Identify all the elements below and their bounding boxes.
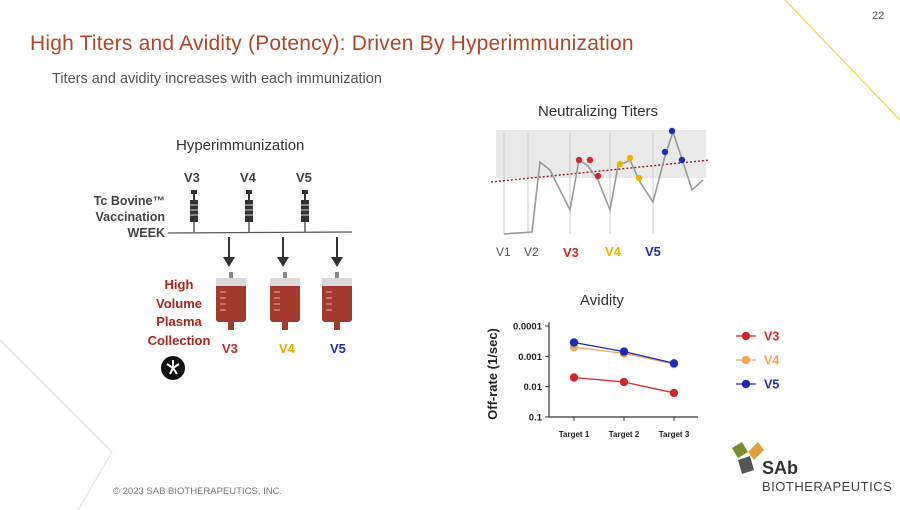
avidity-y-tick-label: 0.0001 bbox=[513, 322, 543, 333]
titer-x-label-v1: V1 bbox=[496, 245, 511, 259]
avidity-point-v3 bbox=[569, 373, 579, 382]
avidity-title: Avidity bbox=[580, 292, 624, 309]
brand-logo-subtext: BIOTHERAPEUTICS bbox=[762, 479, 893, 494]
copyright-text: © 2023 SAB BIOTHERAPEUTICS, INC. bbox=[113, 486, 283, 497]
plasma-bag-icon bbox=[216, 272, 246, 330]
titer-point-v3 bbox=[575, 156, 583, 164]
vaccination-label-line2: Vaccination bbox=[95, 210, 165, 224]
avidity-point-v5 bbox=[569, 338, 579, 347]
avidity-point-v5 bbox=[619, 347, 629, 356]
down-arrow-icon bbox=[223, 237, 235, 267]
page-subtitle: Titers and avidity increases with each i… bbox=[52, 71, 382, 87]
hyper-diagram bbox=[167, 189, 353, 267]
collection-label-v5: V5 bbox=[330, 341, 346, 356]
page-number: 22 bbox=[872, 10, 885, 22]
page-title: High Titers and Avidity (Potency): Drive… bbox=[30, 32, 634, 55]
titer-x-label-v4: V4 bbox=[605, 244, 621, 259]
avidity-point-v5 bbox=[669, 359, 679, 368]
plasma-bag-icon bbox=[322, 272, 352, 330]
titer-point-v5 bbox=[661, 148, 669, 156]
titer-point-v4 bbox=[626, 154, 634, 162]
titer-point-v3 bbox=[594, 172, 602, 180]
week-timeline bbox=[167, 231, 353, 234]
avidity-x-tick-label: Target 3 bbox=[659, 430, 690, 439]
neutralizing-titer-line bbox=[503, 129, 704, 235]
syringe-icon bbox=[300, 189, 310, 233]
titer-point-v5 bbox=[668, 127, 676, 135]
avidity-point-v3 bbox=[669, 388, 679, 398]
vaccination-label: Tc Bovine™ Vaccination WEEK bbox=[60, 193, 165, 241]
hyper-title: Hyperimmunization bbox=[176, 137, 305, 154]
avidity-point-v3 bbox=[619, 377, 629, 387]
titer-x-label-v5: V5 bbox=[645, 244, 661, 259]
collection-label-v4: V4 bbox=[279, 341, 295, 356]
titer-point-v5 bbox=[678, 156, 686, 164]
plasma-bag-icon bbox=[270, 272, 300, 330]
titer-point-v4 bbox=[635, 174, 643, 182]
titer-x-label-v2: V2 bbox=[524, 245, 539, 259]
titer-x-label-v3: V3 bbox=[563, 245, 579, 260]
down-arrow-icon bbox=[331, 237, 343, 267]
neutralizing-chart bbox=[490, 127, 711, 235]
avidity-legend-marker bbox=[741, 331, 751, 341]
plasma-label-line4: Collection bbox=[147, 332, 211, 348]
avidity-y-axis-label: Off-rate (1/sec) bbox=[485, 328, 500, 420]
titer-point-v3 bbox=[586, 156, 594, 164]
titer-point-v4 bbox=[616, 160, 624, 168]
avidity-y-tick-label: 0.01 bbox=[524, 382, 543, 393]
vacc-label-v4: V4 bbox=[240, 170, 256, 185]
avidity-legend-marker bbox=[741, 355, 751, 365]
plasma-label-line3: Plasma bbox=[156, 314, 202, 329]
sab-cross-icon bbox=[161, 356, 185, 380]
vacc-label-v5: V5 bbox=[296, 170, 312, 185]
sab-logo-icon bbox=[732, 442, 764, 474]
avidity-x-tick-label: Target 1 bbox=[559, 430, 590, 439]
avidity-legend-label: V4 bbox=[764, 354, 779, 368]
avidity-x-tick-label: Target 2 bbox=[609, 430, 640, 439]
plasma-bags bbox=[216, 272, 352, 330]
avidity-chart: 0.0001 0.001 0.01 0.1 Target 1 Target 2 Target… bbox=[485, 322, 779, 440]
avidity-legend-marker bbox=[741, 379, 751, 389]
avidity-legend-label: V5 bbox=[764, 378, 779, 392]
syringe-icon bbox=[189, 189, 199, 233]
vacc-label-v3: V3 bbox=[184, 170, 200, 185]
plasma-label-line2: Volume bbox=[156, 295, 202, 311]
syringe-icon bbox=[244, 189, 254, 233]
down-arrow-icon bbox=[277, 237, 289, 267]
avidity-legend-label: V3 bbox=[764, 330, 779, 344]
vaccination-label-line3: WEEK bbox=[127, 226, 166, 240]
avidity-y-tick-label: 0.001 bbox=[518, 352, 542, 363]
avidity-y-tick-label: 0.1 bbox=[529, 413, 543, 424]
collection-label-v3: V3 bbox=[222, 341, 238, 356]
brand-logo-text: SAb bbox=[762, 458, 798, 478]
plasma-label-line1: High bbox=[164, 277, 194, 292]
plasma-collection-label: High Volume Plasma Collection bbox=[140, 276, 218, 350]
neutralizing-trendline bbox=[490, 159, 711, 183]
vaccination-label-line1: Tc Bovine™ bbox=[93, 194, 165, 208]
neutralizing-title: Neutralizing Titers bbox=[538, 103, 659, 120]
